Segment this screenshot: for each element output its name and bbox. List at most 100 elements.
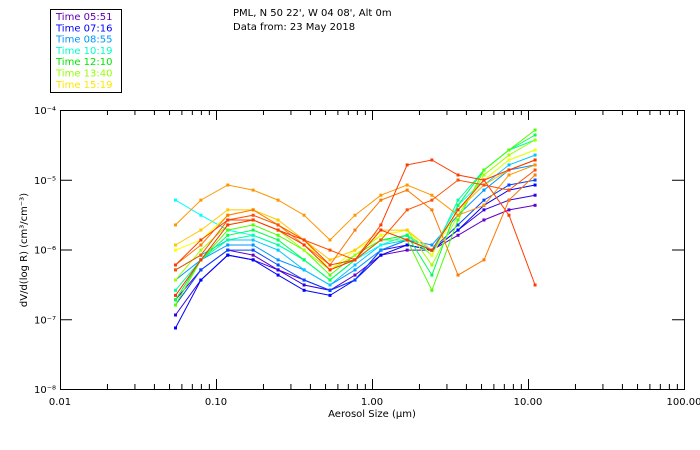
data-point	[173, 263, 177, 267]
data-point	[302, 283, 306, 287]
data-point	[482, 188, 486, 192]
data-point	[173, 298, 177, 302]
data-point	[379, 243, 383, 247]
x-tick-label: 10.00	[514, 397, 543, 408]
data-point	[226, 253, 230, 257]
data-point	[251, 243, 255, 247]
data-point	[533, 163, 537, 167]
data-point	[251, 223, 255, 227]
data-point	[405, 183, 409, 187]
data-point	[430, 198, 434, 202]
data-point	[430, 193, 434, 197]
data-point	[173, 243, 177, 247]
data-point	[482, 208, 486, 212]
data-point	[276, 258, 280, 262]
data-point	[302, 258, 306, 262]
data-point	[482, 218, 486, 222]
data-point	[430, 273, 434, 277]
data-point	[276, 263, 280, 267]
y-tick-label: 10⁻⁴	[34, 106, 56, 117]
data-point	[507, 148, 511, 152]
data-point	[507, 163, 511, 167]
legend-entry: Time 05:51	[55, 12, 112, 23]
data-point	[533, 148, 537, 152]
data-point	[173, 303, 177, 307]
data-point	[456, 233, 460, 237]
data-point	[328, 283, 332, 287]
data-point	[379, 233, 383, 237]
data-point	[353, 263, 357, 267]
data-point	[226, 238, 230, 242]
data-point	[328, 263, 332, 267]
data-point	[251, 253, 255, 257]
data-point	[353, 278, 357, 282]
data-point	[405, 243, 409, 247]
data-point	[199, 198, 203, 202]
data-point	[173, 313, 177, 317]
data-point	[379, 238, 383, 242]
data-point	[353, 268, 357, 272]
legend-frame	[50, 9, 122, 93]
data-point	[379, 228, 383, 232]
legend-entry: Time 08:55	[55, 35, 112, 46]
series-17	[173, 158, 537, 287]
data-point	[226, 208, 230, 212]
data-point	[353, 273, 357, 277]
data-point	[507, 183, 511, 187]
data-point	[533, 193, 537, 197]
data-point	[276, 228, 280, 232]
data-point	[379, 193, 383, 197]
x-tick-label: 0.01	[49, 397, 71, 408]
data-point	[226, 233, 230, 237]
data-point	[405, 208, 409, 212]
y-tick-label: 10⁻⁶	[34, 246, 56, 257]
x-axis-label: Aerosol Size (μm)	[328, 409, 416, 420]
data-point	[199, 268, 203, 272]
data-point	[226, 228, 230, 232]
series-3	[173, 178, 537, 307]
data-point	[251, 188, 255, 192]
data-point	[507, 208, 511, 212]
data-point	[456, 198, 460, 202]
data-point	[533, 173, 537, 177]
data-point	[173, 288, 177, 292]
y-axis-label: dV/d(log R) (cm³/cm⁻³)	[19, 193, 30, 307]
data-point	[328, 273, 332, 277]
data-point	[328, 293, 332, 297]
data-point	[226, 213, 230, 217]
data-point	[226, 243, 230, 247]
data-point	[456, 208, 460, 212]
data-point	[199, 213, 203, 217]
data-point	[276, 248, 280, 252]
data-point	[533, 283, 537, 287]
data-point	[507, 188, 511, 192]
data-point	[507, 213, 511, 217]
legend-entry: Time 10:19	[55, 46, 112, 57]
data-point	[173, 268, 177, 272]
data-point	[276, 223, 280, 227]
data-point	[302, 238, 306, 242]
data-point	[507, 168, 511, 172]
data-point	[251, 213, 255, 217]
data-point	[456, 218, 460, 222]
data-point	[456, 223, 460, 227]
data-point	[482, 168, 486, 172]
data-point	[173, 293, 177, 297]
data-point	[533, 128, 537, 132]
data-point	[430, 253, 434, 257]
data-point	[251, 238, 255, 242]
x-tick-label: 1.00	[361, 397, 383, 408]
data-point	[430, 158, 434, 162]
data-point	[199, 238, 203, 242]
data-point	[199, 278, 203, 282]
data-point	[251, 208, 255, 212]
data-point	[328, 238, 332, 242]
data-point	[482, 198, 486, 202]
data-point	[405, 238, 409, 242]
data-point	[199, 248, 203, 252]
data-point	[302, 278, 306, 282]
data-point	[276, 198, 280, 202]
data-point	[226, 223, 230, 227]
x-tick-label: 100.00	[667, 397, 700, 408]
data-point	[379, 223, 383, 227]
